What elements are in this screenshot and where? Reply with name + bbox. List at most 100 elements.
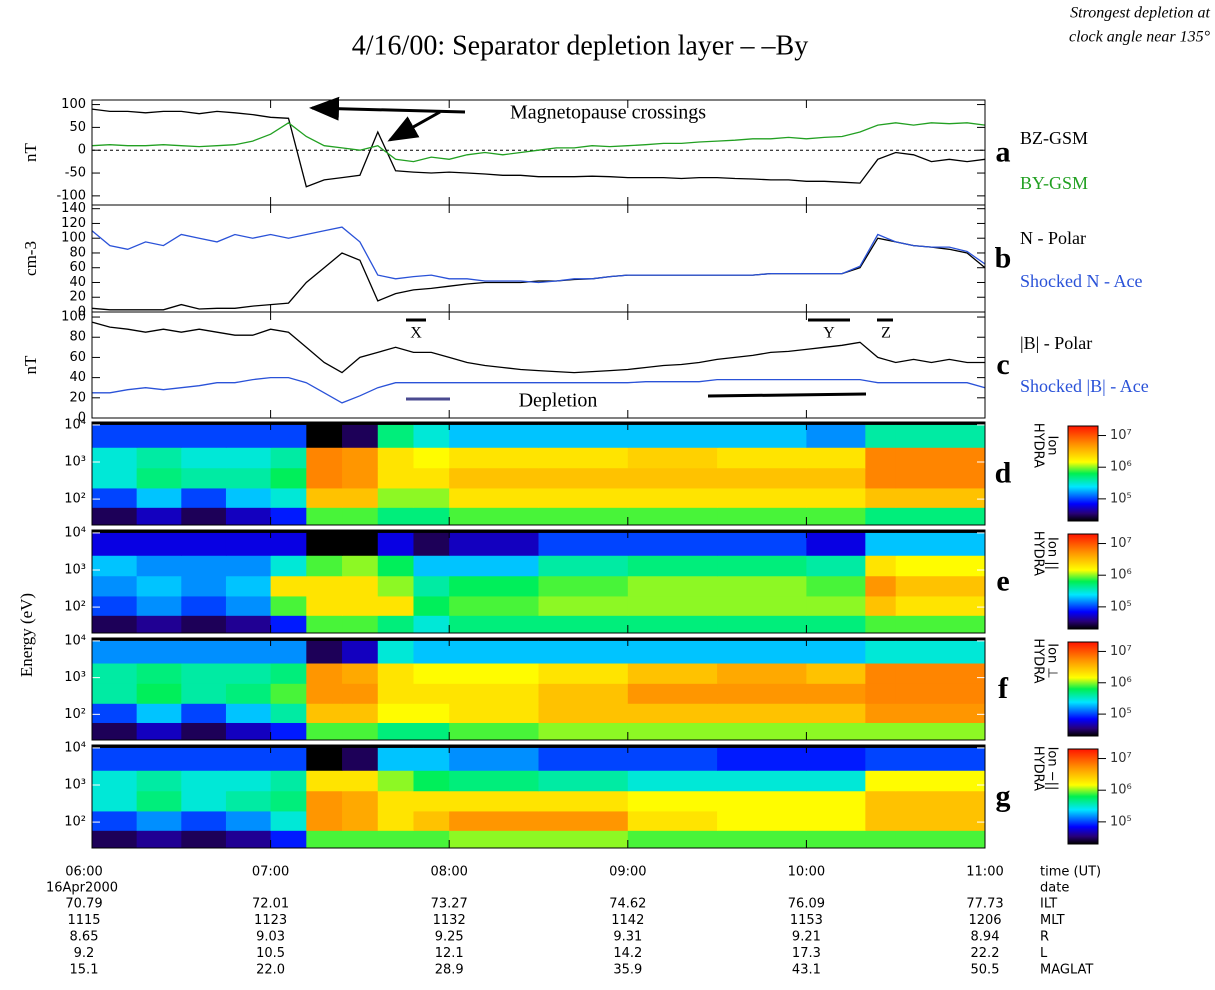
heatmap-cell: [449, 830, 539, 849]
heatmap-cell: [270, 507, 307, 526]
y-tick-label: 0: [78, 411, 86, 426]
ephemeris-value: 43.1: [792, 963, 821, 978]
heatmap-cell: [342, 447, 379, 469]
ephemeris-value: 12.1: [435, 946, 464, 961]
series-line: [91, 321, 985, 374]
legend-label: |B| - Polar: [1020, 333, 1092, 353]
ephemeris-name: L: [1040, 946, 1048, 961]
heatmap-cell: [806, 810, 866, 831]
heatmap-cell: [92, 595, 138, 616]
heatmap-cell: [92, 830, 138, 849]
y-tick-label: 10⁴: [64, 740, 86, 755]
heatmap-cell: [342, 683, 379, 704]
heatmap-cell: [306, 595, 343, 616]
heatmap-cell: [717, 722, 807, 741]
colorbar-tick-label: 10⁷: [1110, 428, 1132, 443]
ephemeris-value: 10.5: [256, 946, 285, 961]
ephemeris-value: 1115: [67, 913, 100, 928]
ephemeris-name: MAGLAT: [1040, 963, 1093, 978]
heatmap-cell: [717, 555, 807, 577]
heatmap-cell: [92, 447, 138, 469]
heatmap-cell: [538, 507, 629, 526]
y-tick-label: -50: [65, 166, 86, 181]
heatmap-cell: [895, 747, 986, 771]
heatmap-cell: [270, 467, 307, 489]
heatmap-cell: [413, 595, 450, 616]
heatmap-cell: [181, 532, 227, 556]
heatmap-cell: [538, 790, 629, 812]
ephemeris-value: 15.1: [70, 963, 99, 978]
colorbar-tick-label: 10⁷: [1110, 644, 1132, 659]
heatmap-cell: [225, 447, 272, 469]
heatmap-cell: [270, 810, 307, 831]
heatmap-cell: [270, 722, 307, 741]
heatmap-cell: [865, 683, 897, 704]
heatmap-cell: [136, 747, 182, 771]
heatmap-cell: [806, 722, 866, 741]
heatmap-cell: [306, 790, 343, 812]
heatmap-cell: [225, 770, 272, 792]
heatmap-cell: [342, 467, 379, 489]
heatmap-cell: [270, 575, 307, 597]
heatmap-cell: [806, 615, 866, 634]
heatmap-cell: [865, 747, 897, 771]
heatmap-cell: [306, 555, 343, 577]
heatmap-cell: [377, 424, 414, 448]
heatmap-cell: [377, 447, 414, 469]
heatmap-cell: [895, 810, 986, 831]
y-tick-label: 50: [69, 120, 86, 135]
heatmap-cell: [136, 703, 182, 723]
heatmap-cell: [865, 790, 897, 812]
heatmap-cell: [92, 615, 138, 634]
series-line: [92, 376, 986, 404]
heatmap-cell: [717, 575, 807, 597]
heatmap-cell: [413, 810, 450, 831]
heatmap-cell: [865, 467, 897, 489]
series-line: [91, 122, 986, 163]
ephemeris-value: 8.94: [971, 930, 1000, 945]
heatmap-cell: [449, 722, 539, 741]
heatmap-cell: [225, 532, 272, 556]
heatmap-cell: [225, 747, 272, 771]
heatmap-cell: [895, 424, 986, 448]
heatmap-cell: [413, 703, 450, 723]
heatmap-cell: [377, 507, 414, 526]
heatmap-cell: [342, 575, 379, 597]
heatmap-cell: [895, 640, 986, 664]
annotation: X: [410, 325, 422, 342]
heatmap-cell: [136, 575, 182, 597]
annotation: Y: [823, 325, 835, 342]
heatmap-cell: [717, 830, 807, 849]
heatmap-cell: [627, 683, 718, 704]
legend-label: Shocked N - Ace: [1020, 271, 1142, 291]
heatmap-cell: [92, 424, 138, 448]
colorbar-label: Ion: [1045, 435, 1060, 455]
y-tick-label: 20: [69, 290, 86, 305]
colorbar-tick-label: 10⁷: [1110, 751, 1132, 766]
colorbar-tick-label: 10⁵: [1110, 814, 1132, 829]
heatmap-cell: [806, 790, 866, 812]
heatmap-cell: [342, 703, 379, 723]
heatmap-cell: [865, 703, 897, 723]
heatmap-cell: [225, 595, 272, 616]
heatmap-cell: [895, 555, 986, 577]
heatmap-cell: [181, 424, 227, 448]
y-axis-label: nT: [21, 355, 40, 375]
heatmap-cell: [627, 810, 718, 831]
heatmap-cell: [538, 555, 629, 577]
heatmap-cell: [342, 424, 379, 448]
colorbar: [1067, 533, 1099, 630]
series-line: [91, 226, 986, 284]
heatmap-cell: [136, 447, 182, 469]
heatmap-cell: [413, 615, 450, 634]
heatmap-cell: [225, 487, 272, 508]
heatmap-cell: [806, 595, 866, 616]
heatmap-cell: [342, 722, 379, 741]
heatmap-cell: [225, 640, 272, 664]
ephemeris-value: 9.03: [256, 930, 285, 945]
heatmap-cell: [306, 615, 343, 634]
heatmap-cell: [717, 810, 807, 831]
ephemeris-value: 9.21: [792, 930, 821, 945]
heatmap-cell: [181, 790, 227, 812]
